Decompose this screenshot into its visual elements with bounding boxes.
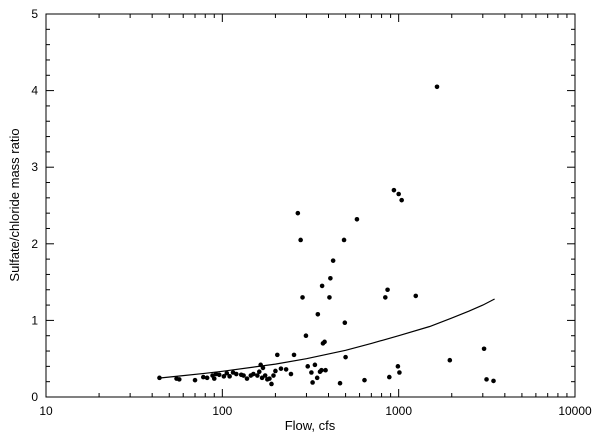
data-point: [241, 373, 246, 378]
data-point: [201, 374, 206, 380]
data-point: [260, 365, 266, 371]
data-point: [481, 346, 487, 352]
data-point: [434, 84, 440, 90]
data-point: [157, 375, 162, 381]
axis-tick-labels: 10 100 1000 10000 0 1 2 3 4 5: [31, 7, 592, 418]
data-point: [312, 362, 318, 368]
data-point: [244, 376, 250, 381]
data-point: [319, 367, 324, 373]
data-point: [315, 311, 321, 317]
data-point: [288, 371, 294, 377]
data-point: [251, 371, 256, 377]
data-point: [278, 366, 284, 371]
data-point: [227, 374, 232, 379]
data-point: [192, 377, 198, 383]
data-point: [341, 237, 347, 243]
y-axis-label: Sulfate/chloride mass ratio: [7, 128, 22, 281]
x-tick-label: 10: [39, 404, 53, 418]
data-point: [484, 377, 489, 382]
data-point: [271, 373, 276, 378]
data-point: [310, 380, 315, 385]
data-point: [303, 333, 309, 339]
data-point: [298, 237, 303, 243]
y-tick-label: 2: [31, 237, 38, 251]
y-tick-label: 4: [31, 84, 38, 98]
data-point: [327, 295, 332, 300]
data-point: [216, 372, 222, 378]
fit-curve: [161, 298, 495, 379]
data-point: [387, 374, 392, 380]
data-point: [255, 373, 260, 378]
x-axis-label: Flow, cfs: [285, 418, 336, 433]
data-point: [233, 371, 239, 377]
data-point: [385, 287, 390, 293]
y-tick-label: 1: [31, 313, 38, 327]
data-point: [305, 364, 311, 369]
data-point: [211, 376, 217, 381]
data-point: [337, 380, 343, 386]
x-tick-label: 1000: [385, 404, 412, 418]
data-point: [391, 187, 397, 193]
data-points: [157, 84, 496, 387]
data-point: [362, 377, 367, 383]
data-point: [262, 373, 268, 378]
data-point: [224, 370, 230, 376]
data-point: [273, 368, 278, 374]
data-point: [319, 283, 325, 289]
x-tick-label: 10000: [558, 404, 592, 418]
data-point: [491, 378, 496, 384]
data-point: [309, 370, 314, 375]
data-point: [221, 374, 227, 379]
data-point: [342, 320, 348, 325]
data-point: [413, 293, 419, 299]
data-point: [397, 370, 402, 375]
data-point: [204, 375, 210, 381]
x-tick-label: 100: [212, 404, 232, 418]
data-point: [267, 376, 272, 381]
data-point: [399, 197, 404, 203]
data-point: [447, 357, 453, 363]
data-point: [283, 367, 289, 372]
data-point: [396, 191, 401, 197]
data-point: [343, 354, 348, 360]
data-point: [275, 352, 280, 358]
data-point: [322, 339, 327, 345]
axis-ticks: [45, 13, 576, 398]
data-point: [330, 258, 336, 263]
y-tick-label: 5: [31, 7, 38, 21]
data-point: [314, 375, 320, 381]
data-point: [269, 381, 274, 387]
data-point: [395, 364, 401, 369]
data-point: [256, 369, 262, 375]
data-point: [354, 216, 360, 222]
data-point: [328, 275, 333, 281]
y-tick-label: 3: [31, 160, 38, 174]
data-point: [300, 295, 305, 300]
data-point: [291, 352, 297, 358]
plot-frame: [45, 13, 576, 398]
data-point: [295, 210, 301, 216]
data-point: [383, 295, 388, 300]
y-tick-label: 0: [31, 390, 38, 404]
data-point: [323, 367, 328, 373]
data-point: [176, 377, 182, 382]
